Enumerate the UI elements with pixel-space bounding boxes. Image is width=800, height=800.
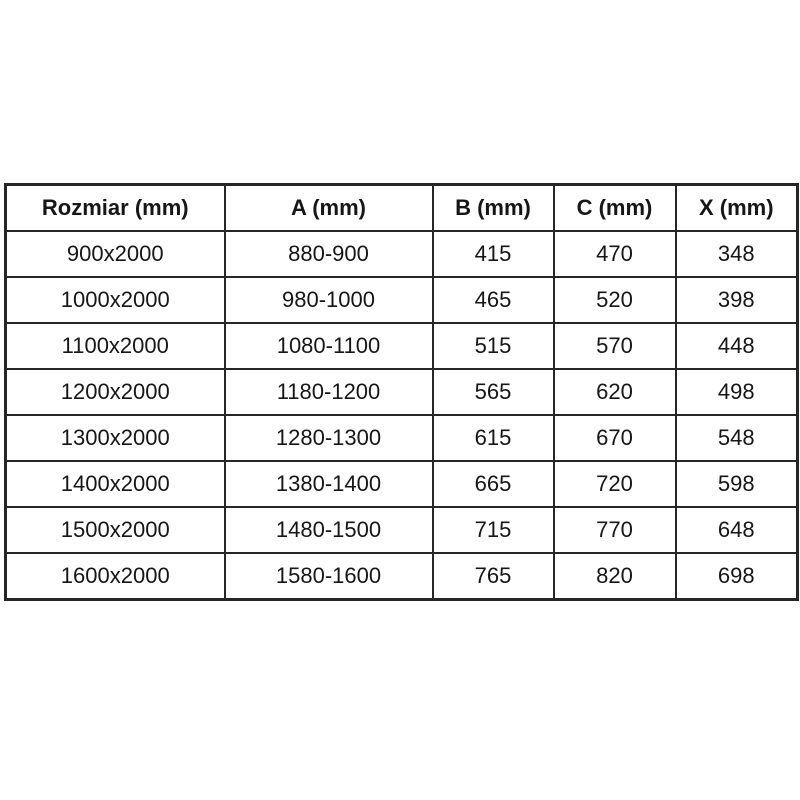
table-row: 1300x2000 1280-1300 615 670 548 — [4, 414, 799, 462]
table-row: 900x2000 880-900 415 470 348 — [4, 230, 799, 278]
table-cell: 1180-1200 — [223, 368, 434, 416]
table-cell: 720 — [552, 460, 677, 508]
table-cell: 770 — [552, 506, 677, 554]
table-cell: 570 — [552, 322, 677, 370]
table-row: 1100x2000 1080-1100 515 570 448 — [4, 322, 799, 370]
table-cell: 670 — [552, 414, 677, 462]
table-cell: 715 — [431, 506, 555, 554]
table-cell: 498 — [674, 368, 799, 416]
table-cell: 1380-1400 — [223, 460, 434, 508]
table-cell: 470 — [552, 230, 677, 278]
column-header-a: A (mm) — [223, 183, 434, 232]
table-cell: 1580-1600 — [223, 552, 434, 601]
size-table-container: Rozmiar (mm) A (mm) B (mm) C (mm) X (mm) 900… — [4, 183, 799, 601]
table-cell: 820 — [552, 552, 677, 601]
table-cell: 415 — [431, 230, 555, 278]
table-cell: 880-900 — [223, 230, 434, 278]
table-cell: 1480-1500 — [223, 506, 434, 554]
table-cell: 765 — [431, 552, 555, 601]
table-cell: 448 — [674, 322, 799, 370]
table-cell: 348 — [674, 230, 799, 278]
table-row: 1200x2000 1180-1200 565 620 498 — [4, 368, 799, 416]
column-header-c: C (mm) — [552, 183, 677, 232]
table-cell: 515 — [431, 322, 555, 370]
table-cell: 1080-1100 — [223, 322, 434, 370]
table-cell: 598 — [674, 460, 799, 508]
table-cell: 1200x2000 — [4, 368, 226, 416]
column-header-x: X (mm) — [674, 183, 799, 232]
table-cell: 620 — [552, 368, 677, 416]
table-cell: 1500x2000 — [4, 506, 226, 554]
table-row: 1600x2000 1580-1600 765 820 698 — [4, 552, 799, 601]
table-cell: 1300x2000 — [4, 414, 226, 462]
table-cell: 565 — [431, 368, 555, 416]
header-row: Rozmiar (mm) A (mm) B (mm) C (mm) X (mm) — [4, 183, 799, 232]
table-cell: 980-1000 — [223, 276, 434, 324]
table-cell: 615 — [431, 414, 555, 462]
size-table-body: 900x2000 880-900 415 470 348 1000x2000 980-100… — [4, 230, 799, 601]
table-cell: 698 — [674, 552, 799, 601]
table-cell: 398 — [674, 276, 799, 324]
table-cell: 648 — [674, 506, 799, 554]
table-row: 1400x2000 1380-1400 665 720 598 — [4, 460, 799, 508]
column-header-rozmiar: Rozmiar (mm) — [4, 183, 226, 232]
table-cell: 1000x2000 — [4, 276, 226, 324]
table-cell: 465 — [431, 276, 555, 324]
table-row: 1500x2000 1480-1500 715 770 648 — [4, 506, 799, 554]
size-table: Rozmiar (mm) A (mm) B (mm) C (mm) X (mm) 900… — [4, 183, 799, 601]
table-cell: 548 — [674, 414, 799, 462]
table-row: 1000x2000 980-1000 465 520 398 — [4, 276, 799, 324]
table-cell: 520 — [552, 276, 677, 324]
table-cell: 1100x2000 — [4, 322, 226, 370]
column-header-b: B (mm) — [431, 183, 555, 232]
table-cell: 1600x2000 — [4, 552, 226, 601]
table-cell: 1400x2000 — [4, 460, 226, 508]
table-cell: 900x2000 — [4, 230, 226, 278]
table-cell: 1280-1300 — [223, 414, 434, 462]
table-cell: 665 — [431, 460, 555, 508]
